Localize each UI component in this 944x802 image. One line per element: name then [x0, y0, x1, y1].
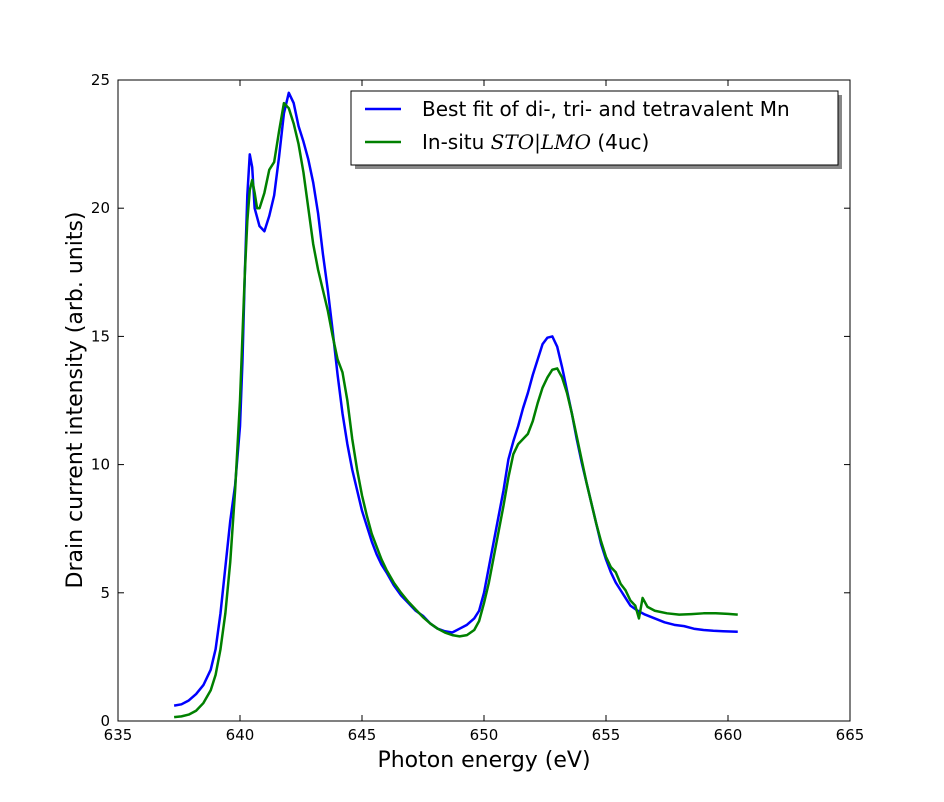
x-tick-label: 635: [104, 726, 133, 744]
x-tick-label: 660: [714, 726, 743, 744]
y-tick-label: 15: [91, 327, 110, 345]
y-tick-label: 20: [91, 199, 110, 217]
plot-content: [173, 91, 738, 719]
legend-label-best-fit: Best fit of di-, tri- and tetravalent Mn: [422, 97, 790, 121]
x-tick-label: 640: [226, 726, 255, 744]
x-tick-label: 645: [348, 726, 377, 744]
legend-label-in-situ-suffix: (4uc): [591, 130, 649, 154]
legend: Best fit of di-, tri- and tetravalent Mn…: [350, 90, 842, 169]
y-tick-label: 5: [100, 584, 110, 602]
y-tick-label: 10: [91, 456, 110, 474]
x-tick-label: 655: [592, 726, 621, 744]
y-tick-label: 25: [91, 71, 110, 89]
x-tick-label: 665: [836, 726, 865, 744]
legend-label-in-situ: In-situ STO|LMO (4uc): [422, 130, 649, 155]
y-tick-label: 0: [100, 712, 110, 730]
axis-ticks: 635 640 645 650 655 660 665 0 5 10 15 20 25: [91, 71, 864, 744]
x-axis-title: Photon energy (eV): [377, 748, 590, 773]
legend-box: [350, 90, 839, 166]
x-tick-label: 650: [470, 726, 499, 744]
series-line-in-situ: [173, 101, 738, 719]
legend-label-in-situ-math: STO|LMO: [491, 130, 591, 155]
y-axis-title: Drain current intensity (arb. units): [63, 212, 88, 589]
legend-label-in-situ-prefix: In-situ: [422, 130, 491, 154]
